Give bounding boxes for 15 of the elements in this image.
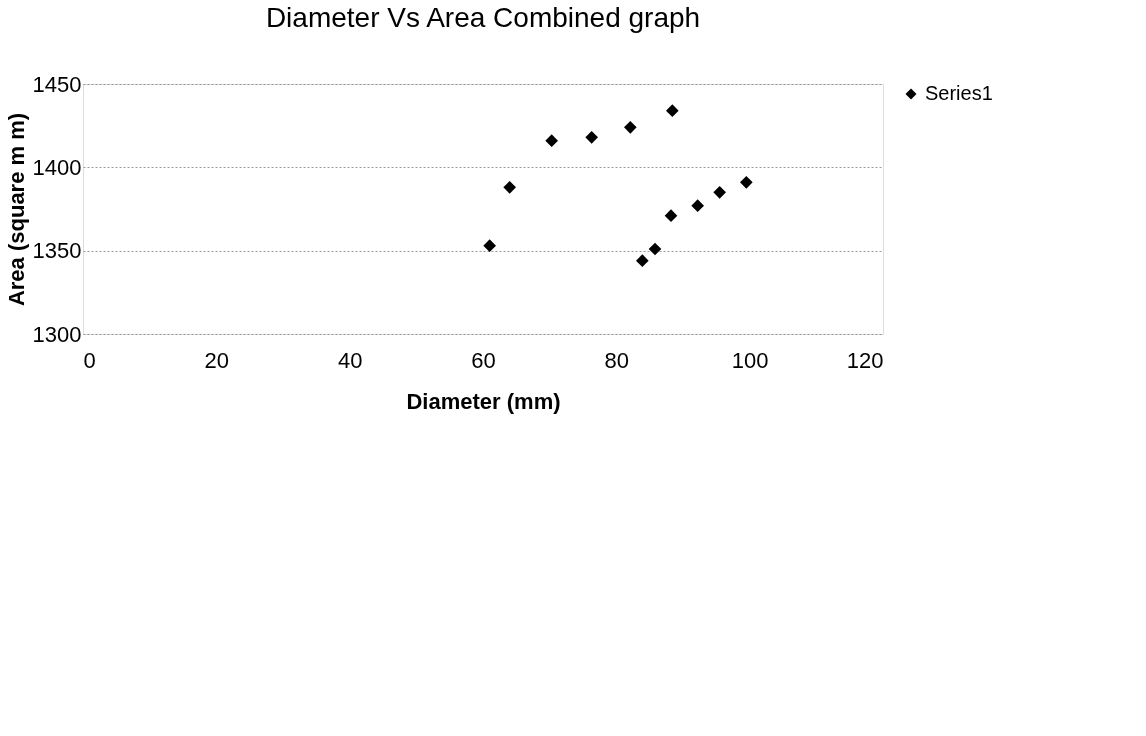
x-tick-label: 60 [471,347,496,373]
x-tick-label: 40 [337,347,363,373]
x-axis-title: Diameter (mm) [406,388,561,414]
legend-label: Series1 [925,82,993,104]
x-tick-label: 20 [204,347,230,373]
x-tick-label: 80 [604,347,630,373]
x-tick-label: 100 [731,347,769,373]
x-tick-label: 0 [83,347,96,373]
y-tick-label: 1300 [32,321,82,347]
x-tick-label: 120 [846,347,884,373]
y-tick-label: 1350 [32,238,82,264]
y-tick-label: 1450 [32,71,82,97]
y-tick-label: 1400 [32,154,82,180]
y-axis-title: Area (square m m) [3,112,29,307]
chart-title: Diameter Vs Area Combined graph [265,2,701,33]
